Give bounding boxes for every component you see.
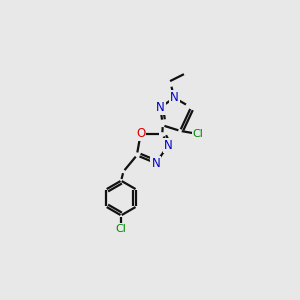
Text: N: N xyxy=(156,101,165,114)
Text: N: N xyxy=(164,139,172,152)
Text: Cl: Cl xyxy=(193,129,203,139)
Text: Cl: Cl xyxy=(116,224,127,233)
Text: N: N xyxy=(152,157,160,170)
Text: N: N xyxy=(170,91,178,104)
Text: O: O xyxy=(136,128,145,140)
